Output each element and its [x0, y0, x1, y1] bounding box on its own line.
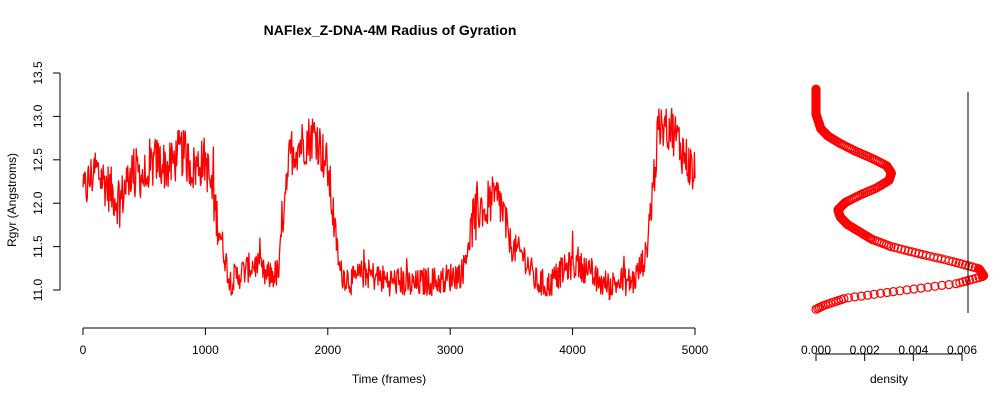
main-y-tick-label: 11.0	[31, 278, 45, 301]
density-point	[900, 245, 910, 255]
density-point	[863, 290, 873, 300]
main-x-tick-label: 2000	[314, 343, 341, 357]
density-point	[843, 293, 854, 303]
density-point	[902, 285, 912, 295]
density-point	[907, 247, 917, 257]
density-x-tick-label: 0.000	[801, 343, 831, 357]
density-point	[910, 248, 921, 258]
density-point	[896, 244, 907, 254]
density-point	[850, 292, 860, 302]
x-axis-label: Time (frames)	[352, 372, 426, 386]
density-x-axis-label: density	[870, 372, 908, 386]
main-y-ticks: 11.0 11.5 12.0 12.5 13.0 13.5	[31, 61, 60, 301]
density-point	[839, 294, 849, 304]
density-point	[916, 283, 926, 293]
main-x-tick-label: 4000	[559, 343, 586, 357]
density-point	[903, 246, 914, 256]
density-x-tick-label: 0.006	[947, 343, 977, 357]
main-x-tick-label: 1000	[192, 343, 219, 357]
density-point	[944, 280, 954, 290]
density-point	[856, 291, 866, 301]
density-point	[951, 279, 961, 289]
main-y-tick-label: 12.0	[31, 191, 45, 215]
density-point	[937, 280, 947, 290]
main-y-tick-label: 12.5	[31, 148, 45, 172]
chart-title: NAFlex_Z-DNA-4M Radius of Gyration	[264, 22, 517, 38]
main-x-ticks: 0 1000 2000 3000 4000 5000	[80, 328, 709, 357]
density-point	[893, 243, 903, 253]
density-plot: 0.000 0.002 0.004 0.006 density	[801, 84, 989, 386]
rgyr-series-line	[82, 107, 696, 301]
density-x-tick-label: 0.002	[850, 343, 880, 357]
main-x-tick-label: 5000	[682, 343, 709, 357]
density-point	[930, 281, 940, 291]
y-axis-label: Rgyr (Angstroms)	[5, 153, 19, 247]
density-point	[889, 242, 900, 252]
main-y-tick-label: 13.0	[31, 104, 45, 128]
density-points	[811, 84, 989, 314]
density-x-ticks: 0.000 0.002 0.004 0.006	[801, 343, 977, 361]
density-point	[895, 286, 905, 296]
main-x-tick-label: 0	[80, 343, 87, 357]
density-point	[909, 284, 919, 294]
density-point	[888, 287, 899, 297]
density-point	[811, 84, 821, 94]
density-point	[914, 249, 924, 259]
main-y-tick-label: 11.5	[31, 235, 45, 258]
density-point	[882, 287, 892, 298]
density-point	[875, 288, 886, 298]
main-y-tick-label: 13.5	[31, 61, 45, 85]
density-point	[923, 282, 933, 292]
density-point	[869, 289, 879, 299]
density-x-tick-label: 0.004	[898, 343, 928, 357]
main-x-tick-label: 3000	[437, 343, 464, 357]
main-plot: 0 1000 2000 3000 4000 5000 11.0 11.5 12.0 12.5 13…	[5, 61, 709, 386]
